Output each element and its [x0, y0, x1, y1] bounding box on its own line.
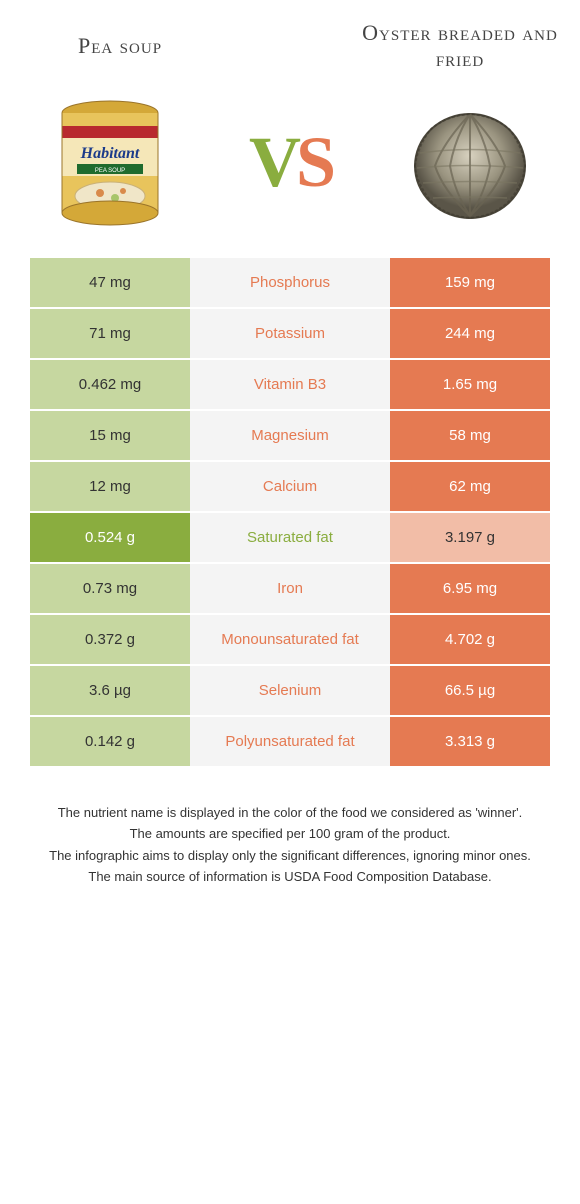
right-value: 58 mg	[390, 411, 550, 460]
nutrient-name: Polyunsaturated fat	[190, 717, 390, 766]
pea-soup-image: Habitant PEA SOUP	[40, 93, 180, 233]
nutrient-name: Saturated fat	[190, 513, 390, 562]
left-value: 0.142 g	[30, 717, 190, 766]
left-value: 71 mg	[30, 309, 190, 358]
left-value: 0.524 g	[30, 513, 190, 562]
footer-line-2: The amounts are specified per 100 gram o…	[30, 824, 550, 844]
right-value: 4.702 g	[390, 615, 550, 664]
table-row: 0.462 mgVitamin B31.65 mg	[30, 360, 550, 411]
table-row: 71 mgPotassium244 mg	[30, 309, 550, 360]
right-value: 6.95 mg	[390, 564, 550, 613]
nutrient-name: Monounsaturated fat	[190, 615, 390, 664]
left-value: 15 mg	[30, 411, 190, 460]
oyster-image	[400, 93, 540, 233]
table-row: 47 mgPhosphorus159 mg	[30, 258, 550, 309]
nutrient-name: Vitamin B3	[190, 360, 390, 409]
nutrient-name: Calcium	[190, 462, 390, 511]
footer-line-1: The nutrient name is displayed in the co…	[30, 803, 550, 823]
nutrient-name: Selenium	[190, 666, 390, 715]
left-value: 0.462 mg	[30, 360, 190, 409]
right-value: 3.313 g	[390, 717, 550, 766]
title-right: Oyster breaded and fried	[360, 20, 560, 73]
images-row: Habitant PEA SOUP VS	[0, 83, 580, 258]
nutrient-name: Phosphorus	[190, 258, 390, 307]
right-value: 66.5 µg	[390, 666, 550, 715]
table-row: 0.142 gPolyunsaturated fat3.313 g	[30, 717, 550, 768]
table-row: 15 mgMagnesium58 mg	[30, 411, 550, 462]
nutrient-name: Magnesium	[190, 411, 390, 460]
nutrient-name: Potassium	[190, 309, 390, 358]
title-left: Pea soup	[20, 33, 220, 59]
left-value: 3.6 µg	[30, 666, 190, 715]
left-value: 12 mg	[30, 462, 190, 511]
svg-text:PEA SOUP: PEA SOUP	[95, 168, 125, 174]
left-value: 0.372 g	[30, 615, 190, 664]
footer-line-3: The infographic aims to display only the…	[30, 846, 550, 866]
right-value: 1.65 mg	[390, 360, 550, 409]
vs-label: VS	[249, 121, 331, 204]
vs-v: V	[249, 122, 296, 202]
svg-text:Habitant: Habitant	[80, 145, 140, 162]
table-row: 12 mgCalcium62 mg	[30, 462, 550, 513]
nutrient-table: 47 mgPhosphorus159 mg71 mgPotassium244 m…	[30, 258, 550, 768]
header-row: Pea soup Oyster breaded and fried	[0, 0, 580, 83]
right-value: 159 mg	[390, 258, 550, 307]
right-value: 3.197 g	[390, 513, 550, 562]
right-value: 62 mg	[390, 462, 550, 511]
table-row: 0.524 gSaturated fat3.197 g	[30, 513, 550, 564]
footer-line-4: The main source of information is USDA F…	[30, 867, 550, 887]
table-row: 3.6 µgSelenium66.5 µg	[30, 666, 550, 717]
table-row: 0.372 gMonounsaturated fat4.702 g	[30, 615, 550, 666]
vs-s: S	[296, 122, 331, 202]
table-row: 0.73 mgIron6.95 mg	[30, 564, 550, 615]
left-value: 47 mg	[30, 258, 190, 307]
left-value: 0.73 mg	[30, 564, 190, 613]
nutrient-name: Iron	[190, 564, 390, 613]
footer-notes: The nutrient name is displayed in the co…	[30, 803, 550, 887]
infographic-container: Pea soup Oyster breaded and fried Habita…	[0, 0, 580, 887]
right-value: 244 mg	[390, 309, 550, 358]
